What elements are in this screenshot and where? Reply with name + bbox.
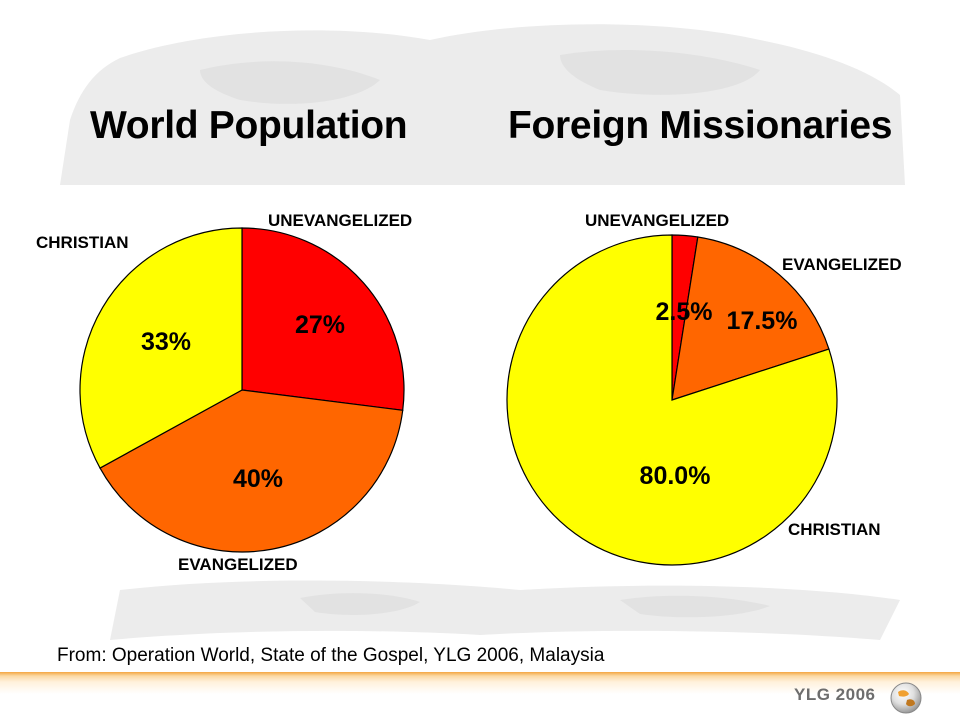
- globe-icon: [890, 682, 922, 714]
- pie-value-label: 2.5%: [656, 298, 713, 326]
- pie-category-label: CHRISTIAN: [788, 520, 881, 539]
- pie-chart-0: [79, 227, 405, 553]
- pie-value-label: 17.5%: [727, 307, 798, 335]
- footer-bar: [0, 672, 960, 720]
- pie-slice-christian: [79, 227, 243, 469]
- chart-title-foreign-missionaries: Foreign Missionaries: [508, 104, 893, 147]
- pie-category-label: EVANGELIZED: [178, 555, 298, 574]
- source-citation: From: Operation World, State of the Gosp…: [57, 645, 605, 666]
- pie-value-label: 27%: [295, 311, 345, 339]
- pie-slice-christian: [506, 234, 838, 566]
- pie-category-label: UNEVANGELIZED: [585, 211, 729, 230]
- pie-category-label: UNEVANGELIZED: [268, 211, 412, 230]
- pie-slice-unevangelized: [241, 227, 405, 411]
- chart-title-world-population: World Population: [90, 104, 408, 147]
- pie-value-label: 80.0%: [640, 462, 711, 490]
- footer-logo-text: YLG 2006: [794, 685, 876, 704]
- pie-chart-1: [506, 234, 838, 566]
- pie-slice-evangelized: [671, 236, 830, 401]
- pie-value-label: 33%: [141, 328, 191, 356]
- pie-value-label: 40%: [233, 465, 283, 493]
- pie-category-label: CHRISTIAN: [36, 233, 129, 252]
- pie-slice-evangelized: [99, 389, 404, 553]
- pie-category-label: EVANGELIZED: [782, 255, 902, 274]
